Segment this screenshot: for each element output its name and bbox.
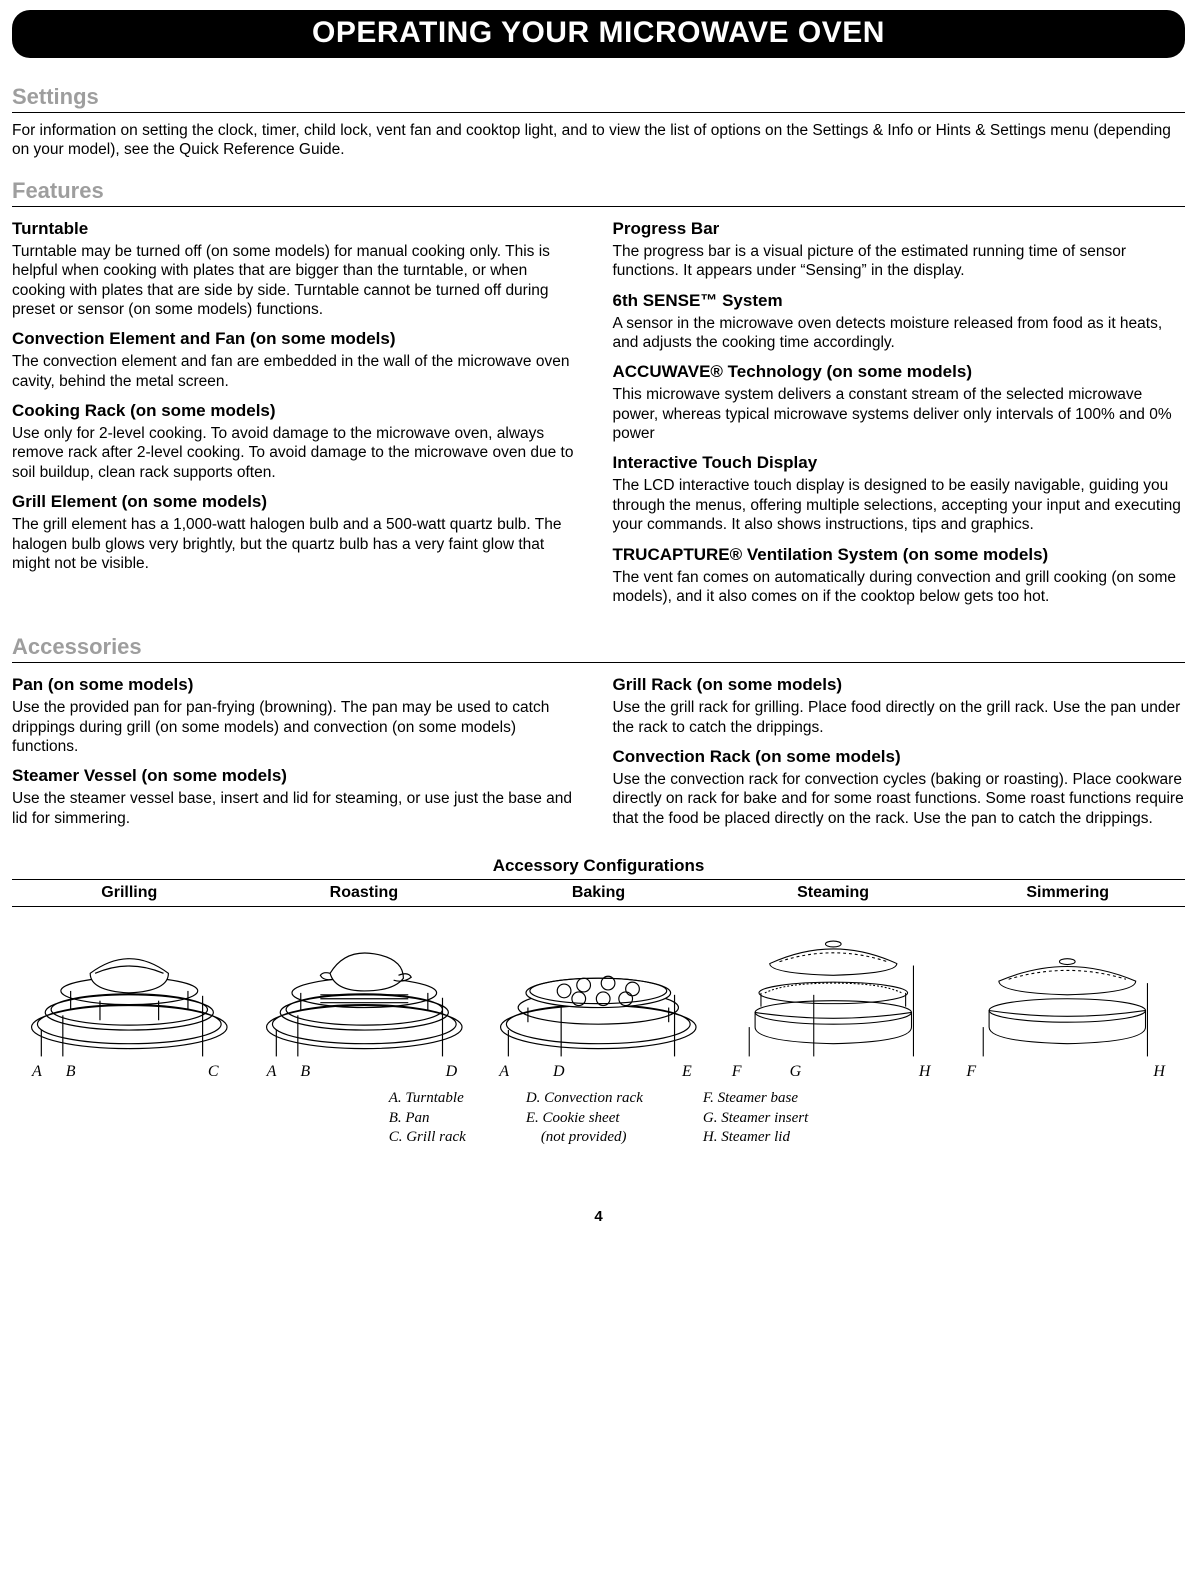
page-banner: OPERATING YOUR MICROWAVE OVEN [12, 10, 1185, 58]
legend-item: (not provided) [526, 1128, 643, 1148]
accessory-configurations: Accessory Configurations Grilling Roasti… [12, 856, 1185, 1148]
feature-heading: ACCUWAVE® Technology (on some models) [613, 362, 1186, 382]
config-col-label: Simmering [950, 880, 1185, 906]
accessory-heading: Steamer Vessel (on some models) [12, 766, 585, 786]
diagram-letters: F H [950, 1063, 1185, 1081]
roasting-illustration-icon [247, 913, 482, 1063]
legend-col-1: A. Turntable B. Pan C. Grill rack [389, 1089, 466, 1148]
config-col-label: Roasting [247, 880, 482, 906]
accessory-text: Use the provided pan for pan-frying (bro… [12, 698, 585, 756]
grilling-illustration-icon [12, 913, 247, 1063]
feature-text: Turntable may be turned off (on some mod… [12, 242, 585, 320]
diagram-letters: A B C [12, 1063, 247, 1081]
accessory-text: Use the grill rack for grilling. Place f… [613, 698, 1186, 737]
page-number: 4 [12, 1208, 1185, 1225]
diagram-letters: A D E [481, 1063, 716, 1081]
legend-item: A. Turntable [389, 1089, 466, 1109]
config-col-label: Grilling [12, 880, 247, 906]
config-legend: A. Turntable B. Pan C. Grill rack D. Con… [12, 1089, 1185, 1148]
simmering-illustration-icon [950, 913, 1185, 1063]
feature-text: The grill element has a 1,000-watt halog… [12, 515, 585, 573]
feature-text: Use only for 2-level cooking. To avoid d… [12, 424, 585, 482]
feature-text: The LCD interactive touch display is des… [613, 476, 1186, 534]
config-col-label: Steaming [716, 880, 951, 906]
features-left-col: Turntable Turntable may be turned off (o… [12, 215, 585, 617]
legend-item: H. Steamer lid [703, 1128, 808, 1148]
legend-col-2: D. Convection rack E. Cookie sheet (not … [526, 1089, 643, 1148]
accessories-heading: Accessories [12, 634, 1185, 663]
legend-item: B. Pan [389, 1109, 466, 1129]
legend-item: C. Grill rack [389, 1128, 466, 1148]
accessory-text: Use the convection rack for convection c… [613, 770, 1186, 828]
features-section: Features Turntable Turntable may be turn… [12, 178, 1185, 617]
accessories-right-col: Grill Rack (on some models) Use the gril… [613, 671, 1186, 838]
legend-item: E. Cookie sheet [526, 1109, 643, 1129]
accessory-heading: Pan (on some models) [12, 675, 585, 695]
diagram-letters: F G H [716, 1063, 951, 1081]
config-col-label: Baking [481, 880, 716, 906]
accessory-text: Use the steamer vessel base, insert and … [12, 789, 585, 828]
settings-heading: Settings [12, 84, 1185, 113]
legend-col-3: F. Steamer base G. Steamer insert H. Ste… [703, 1089, 808, 1148]
feature-text: The convection element and fan are embed… [12, 352, 585, 391]
feature-heading: TRUCAPTURE® Ventilation System (on some … [613, 545, 1186, 565]
legend-item: D. Convection rack [526, 1089, 643, 1109]
diagram-roasting: A B D [247, 913, 482, 1081]
features-heading: Features [12, 178, 1185, 207]
baking-illustration-icon [481, 913, 716, 1063]
feature-heading: Convection Element and Fan (on some mode… [12, 329, 585, 349]
diagram-steaming: F G H [716, 913, 951, 1081]
accessory-heading: Grill Rack (on some models) [613, 675, 1186, 695]
accessories-section: Accessories Pan (on some models) Use the… [12, 634, 1185, 838]
feature-heading: Turntable [12, 219, 585, 239]
feature-heading: 6th SENSE™ System [613, 291, 1186, 311]
diagram-grilling: A B C [12, 913, 247, 1081]
feature-heading: Interactive Touch Display [613, 453, 1186, 473]
diagram-simmering: F H [950, 913, 1185, 1081]
steaming-illustration-icon [716, 913, 951, 1063]
feature-text: The progress bar is a visual picture of … [613, 242, 1186, 281]
feature-text: This microwave system delivers a constan… [613, 385, 1186, 443]
diagram-letters: A B D [247, 1063, 482, 1081]
accessory-heading: Convection Rack (on some models) [613, 747, 1186, 767]
config-title: Accessory Configurations [12, 856, 1185, 880]
feature-heading: Progress Bar [613, 219, 1186, 239]
config-header-row: Grilling Roasting Baking Steaming Simmer… [12, 880, 1185, 907]
diagram-row: A B C [12, 913, 1185, 1081]
accessories-left-col: Pan (on some models) Use the provided pa… [12, 671, 585, 838]
diagram-baking: A D E [481, 913, 716, 1081]
settings-body: For information on setting the clock, ti… [12, 121, 1185, 160]
feature-text: A sensor in the microwave oven detects m… [613, 314, 1186, 353]
legend-item: G. Steamer insert [703, 1109, 808, 1129]
features-right-col: Progress Bar The progress bar is a visua… [613, 215, 1186, 617]
feature-heading: Grill Element (on some models) [12, 492, 585, 512]
feature-text: The vent fan comes on automatically duri… [613, 568, 1186, 607]
feature-heading: Cooking Rack (on some models) [12, 401, 585, 421]
settings-section: Settings For information on setting the … [12, 84, 1185, 160]
legend-item: F. Steamer base [703, 1089, 808, 1109]
